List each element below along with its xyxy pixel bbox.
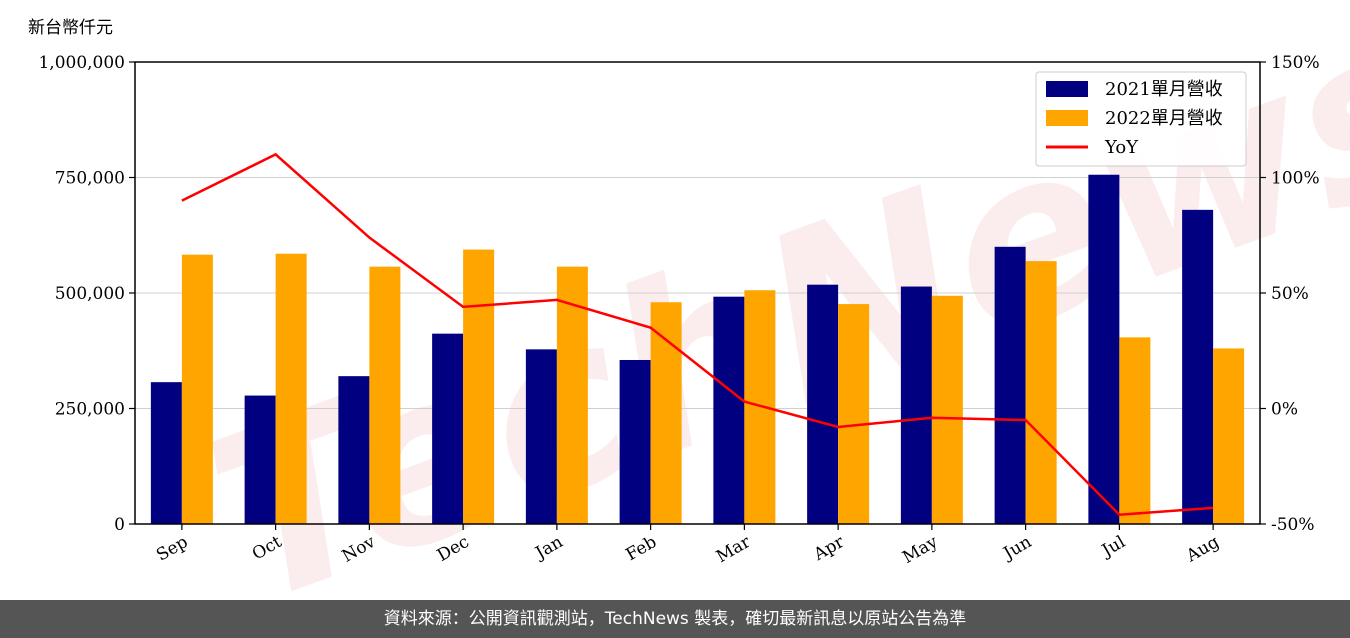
- right-tick-label: 150%: [1271, 53, 1320, 73]
- legend-label: 2021單月營收: [1105, 79, 1223, 100]
- bar-2021-sep: [150, 382, 182, 524]
- x-tick-label: Mar: [713, 532, 755, 568]
- left-y-axis: 0 250,000 500,000 750,000 1,000,000: [38, 53, 135, 535]
- bar-2021-dec: [432, 333, 464, 524]
- bar-2022-jan: [556, 266, 588, 524]
- bar-2021-feb: [619, 359, 651, 524]
- legend-label: YoY: [1104, 137, 1139, 158]
- left-tick-label: 0: [114, 515, 125, 535]
- bar-2022-oct: [275, 253, 307, 525]
- bar-2021-jul: [1088, 174, 1120, 524]
- bar-2021-oct: [244, 395, 276, 524]
- bar-2022-jun: [1025, 261, 1057, 524]
- bar-2021-may: [900, 286, 932, 524]
- x-tick-label: Jun: [999, 532, 1036, 565]
- bar-2022-feb: [650, 302, 682, 524]
- legend-swatch: [1046, 110, 1088, 126]
- y-unit-label: 新台幣仟元: [28, 18, 113, 38]
- left-tick-label: 500,000: [55, 284, 125, 304]
- right-tick-label: 0%: [1271, 400, 1298, 420]
- source-footer: 資料來源：公開資訊觀測站，TechNews 製表，確切最新訊息以原站公告為準: [0, 600, 1350, 638]
- revenue-chart: TechNews 0250,000500,000750,0001,000,000…: [28, 0, 1350, 600]
- bar-2021-apr: [807, 284, 839, 524]
- bar-2021-mar: [713, 296, 745, 524]
- x-tick-label: May: [899, 532, 942, 568]
- bar-2021-aug: [1182, 209, 1214, 524]
- x-tick-label: Sep: [153, 532, 191, 566]
- bar-2022-apr: [838, 304, 870, 524]
- bar-2022-dec: [463, 249, 495, 524]
- bar-2022-nov: [369, 266, 401, 524]
- x-tick-label: Jul: [1097, 532, 1129, 562]
- bar-2022-mar: [744, 290, 776, 524]
- right-tick-label: -50%: [1271, 515, 1315, 535]
- bar-2022-aug: [1213, 348, 1245, 524]
- bar-2022-jul: [1119, 337, 1151, 524]
- bar-2021-jan: [525, 349, 557, 524]
- right-tick-label: 50%: [1271, 284, 1309, 304]
- right-tick-label: 100%: [1271, 169, 1320, 189]
- bar-2022-may: [931, 295, 963, 524]
- x-tick-label: Apr: [810, 532, 849, 566]
- bar-2021-nov: [338, 376, 370, 524]
- x-tick-label: Aug: [1182, 532, 1223, 567]
- bar-2022-sep: [181, 254, 213, 525]
- yoy-line: [181, 152, 1214, 517]
- right-y-axis: -50% 0% 50% 100% 150%: [1260, 53, 1320, 535]
- legend-swatch: [1046, 81, 1088, 97]
- bar-2021-jun: [994, 246, 1026, 525]
- legend-label: 2022單月營收: [1105, 108, 1223, 129]
- yoy-line-series: [181, 152, 1214, 517]
- legend: 2021單月營收 2022單月營收 YoY: [1035, 71, 1247, 167]
- left-tick-label: 750,000: [55, 169, 125, 189]
- legend-box: [1035, 71, 1247, 167]
- left-tick-label: 250,000: [55, 400, 125, 420]
- x-tick-label: Feb: [623, 532, 661, 565]
- left-tick-label: 1,000,000: [38, 53, 125, 73]
